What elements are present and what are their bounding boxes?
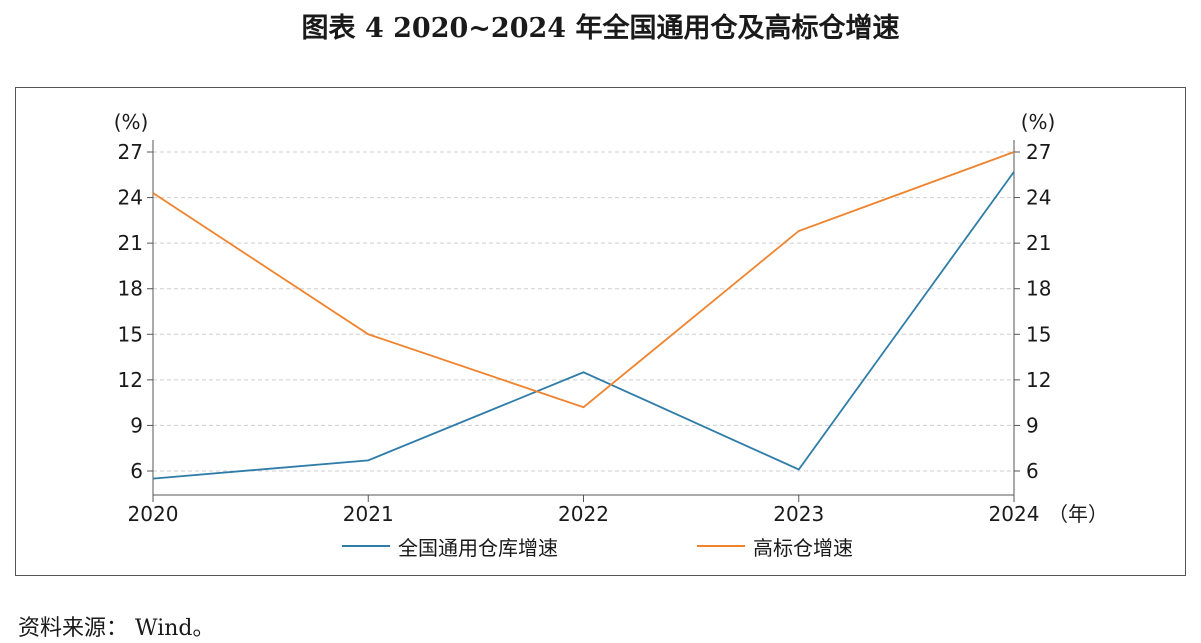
y-unit-right: (%) bbox=[1021, 110, 1056, 134]
y-tick-label-left-9: 9 bbox=[130, 413, 143, 437]
y-tick-label-left-6: 6 bbox=[130, 459, 143, 483]
legend-item-series-2: 高标仓增速 bbox=[697, 533, 853, 560]
y-tick-label-right-24: 24 bbox=[1026, 186, 1051, 210]
chart-frame bbox=[15, 87, 1186, 576]
x-unit-label: （年） bbox=[1048, 502, 1108, 526]
y-tick-label-left-18: 18 bbox=[118, 277, 143, 301]
y-tick-label-right-18: 18 bbox=[1026, 277, 1051, 301]
y-tick-label-left-24: 24 bbox=[118, 186, 143, 210]
x-tick-label-2022: 2022 bbox=[558, 502, 609, 526]
y-tick-label-right-6: 6 bbox=[1026, 459, 1039, 483]
legend-swatch-series-2 bbox=[697, 545, 745, 547]
y-tick-label-right-21: 21 bbox=[1026, 231, 1051, 255]
y-tick-label-left-21: 21 bbox=[118, 231, 143, 255]
series-line-1 bbox=[152, 171, 1015, 480]
y-tick-label-left-12: 12 bbox=[118, 368, 143, 392]
y-tick-label-right-9: 9 bbox=[1026, 413, 1039, 437]
x-tick-label-2021: 2021 bbox=[343, 502, 394, 526]
y-unit-left: (%) bbox=[114, 110, 149, 134]
y-tick-label-right-15: 15 bbox=[1026, 322, 1051, 346]
y-tick-label-right-27: 27 bbox=[1026, 140, 1051, 164]
legend-label-series-2: 高标仓增速 bbox=[753, 535, 853, 560]
chart-title: 图表 4 2020~2024 年全国通用仓及高标仓增速 bbox=[301, 13, 900, 44]
legend-swatch-series-1 bbox=[342, 545, 390, 547]
legend-label-series-1: 全国通用仓库增速 bbox=[398, 535, 558, 560]
y-tick-label-right-12: 12 bbox=[1026, 368, 1051, 392]
x-tick-label-2020: 2020 bbox=[128, 502, 179, 526]
y-tick-label-left-27: 27 bbox=[118, 140, 143, 164]
source-note: 资料来源： Wind。 bbox=[18, 616, 215, 641]
x-tick-label-2023: 2023 bbox=[773, 502, 824, 526]
x-tick-label-2024: 2024 bbox=[989, 502, 1040, 526]
y-tick-label-left-15: 15 bbox=[118, 322, 143, 346]
legend-item-series-1: 全国通用仓库增速 bbox=[342, 533, 558, 560]
series-line-2 bbox=[152, 151, 1015, 409]
